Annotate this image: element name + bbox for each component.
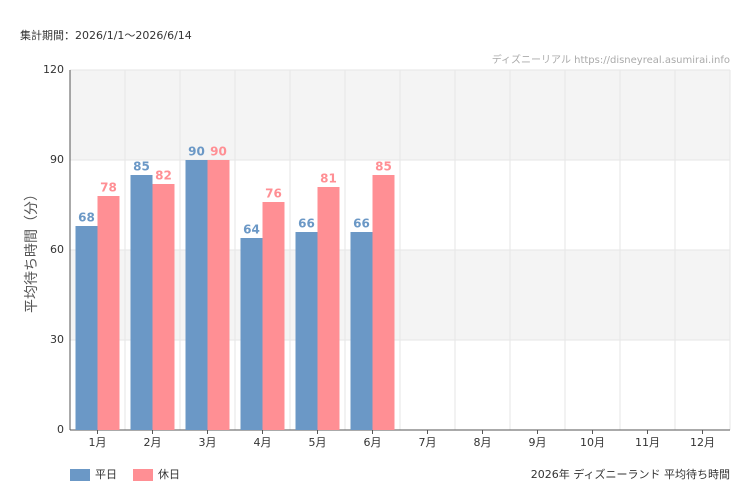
bar — [317, 187, 340, 430]
bar — [262, 202, 285, 430]
x-tick-label: 6月 — [364, 436, 382, 449]
y-tick-label: 60 — [50, 243, 64, 256]
x-tick-label: 12月 — [690, 436, 715, 449]
value-label: 64 — [243, 223, 260, 237]
bar — [185, 160, 208, 430]
bar — [130, 175, 153, 430]
value-label: 90 — [210, 145, 227, 159]
value-label: 90 — [188, 145, 205, 159]
x-tick-label: 4月 — [254, 436, 272, 449]
chart-title: 2026年 ディズニーランド 平均待ち時間 — [531, 467, 730, 481]
watermark: ディズニーリアル https://disneyreal.asumirai.inf… — [492, 53, 730, 66]
legend-label: 休日 — [158, 468, 180, 481]
y-tick-label: 0 — [57, 423, 64, 436]
bar — [350, 232, 373, 430]
value-label: 68 — [78, 211, 95, 225]
value-label: 85 — [375, 160, 392, 174]
y-tick-label: 90 — [50, 153, 64, 166]
x-tick-label: 3月 — [199, 436, 217, 449]
legend-swatch — [70, 469, 90, 481]
y-tick-label: 30 — [50, 333, 64, 346]
value-label: 81 — [320, 172, 337, 186]
bar — [97, 196, 120, 430]
bar — [295, 232, 318, 430]
x-tick-label: 11月 — [635, 436, 660, 449]
y-tick-label: 120 — [43, 63, 64, 76]
value-label: 78 — [100, 181, 117, 195]
legend-swatch — [133, 469, 153, 481]
x-tick-label: 2月 — [144, 436, 162, 449]
value-label: 85 — [133, 160, 150, 174]
value-label: 66 — [298, 217, 315, 231]
legend-label: 平日 — [95, 468, 117, 481]
bar — [372, 175, 395, 430]
x-tick-label: 1月 — [89, 436, 107, 449]
value-label: 76 — [265, 187, 282, 201]
x-tick-label: 9月 — [529, 436, 547, 449]
bar — [207, 160, 230, 430]
bar — [75, 226, 98, 430]
value-label: 66 — [353, 217, 370, 231]
x-tick-label: 8月 — [474, 436, 492, 449]
x-tick-label: 7月 — [419, 436, 437, 449]
x-tick-label: 10月 — [580, 436, 605, 449]
bar — [240, 238, 263, 430]
value-label: 82 — [155, 169, 172, 183]
x-tick-label: 5月 — [309, 436, 327, 449]
bar — [152, 184, 175, 430]
chart-subtitle: 集計期間：2026/1/1〜2026/6/14 — [20, 28, 192, 42]
y-axis-label: 平均待ち時間（分） — [24, 187, 40, 313]
